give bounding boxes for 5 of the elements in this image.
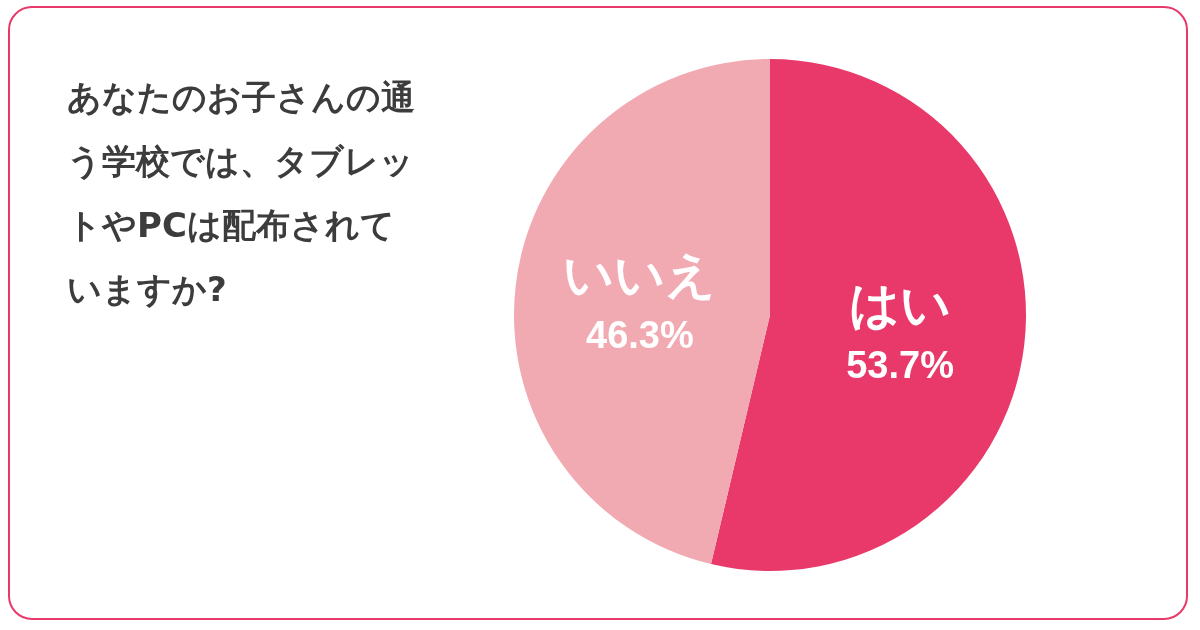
text: あなたのお子さんの通う学校では、タブレットやPCは配布されていますか? [67, 77, 415, 309]
data-label: 53.7% [846, 344, 954, 387]
slice-label: いいえ [563, 245, 717, 304]
data-label: 46.3% [586, 313, 694, 356]
slice-label: はい [849, 276, 952, 335]
